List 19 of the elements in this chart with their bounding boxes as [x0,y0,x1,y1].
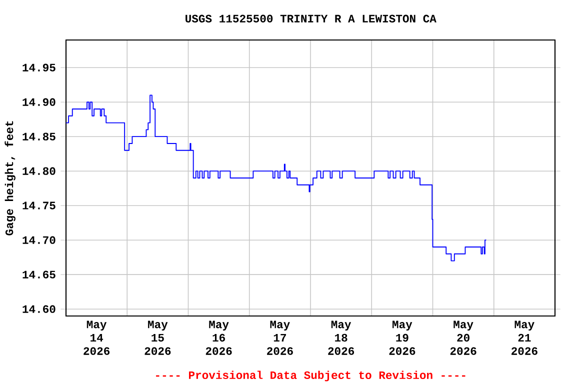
y-tick-label: 14.85 [22,132,56,140]
text: ---- Provisional Data Subject to Revision ---- [156,370,466,382]
y-tick-label: 14.80 [22,167,56,175]
y-tick-label: 14.75 [22,202,56,210]
x-tick-label: May 20 2026 [450,320,476,355]
y-tick-label: 14.65 [22,270,56,278]
x-tick-label: May 14 2026 [84,320,110,355]
x-tick-label: May 19 2026 [389,320,416,355]
x-tick-label: May 18 2026 [328,320,354,355]
x-tick-label: May 21 2026 [512,320,538,355]
x-tick-label: May 16 2026 [206,320,232,355]
x-tick-label: May 17 2026 [267,320,293,355]
y-tick-label: 14.95 [22,64,56,72]
y-tick-label: 14.90 [22,98,56,106]
x-tick-label: May 15 2026 [144,320,171,355]
y-tick-label: 14.60 [22,305,56,313]
chart-title: USGS 11525500 TRINITY R A LEWISTON CA [186,14,436,22]
y-axis-title: Gage height, feet [4,121,16,236]
y-tick-label: 14.70 [22,236,56,244]
